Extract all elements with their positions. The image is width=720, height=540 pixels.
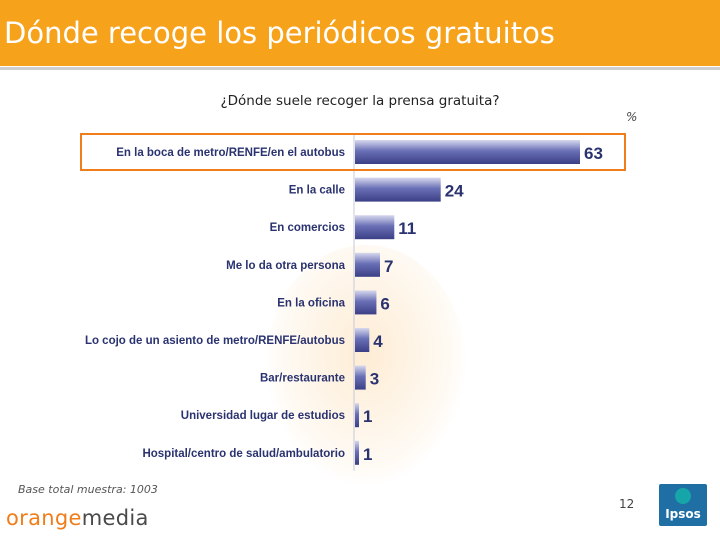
category-label: Lo cojo de un asiento de metro/RENFE/aut… [85, 335, 345, 347]
ipsos-mark-icon [675, 488, 691, 504]
value-label: 63 [584, 144, 603, 163]
page-title: Dónde recoge los periódicos gratuitos [4, 16, 555, 50]
bar [355, 403, 359, 428]
bar [355, 215, 395, 240]
value-label: 24 [445, 182, 464, 201]
base-sample-note: Base total muestra: 1003 [18, 483, 158, 496]
unit-label: % [626, 110, 638, 124]
logo-part-orange: orange [6, 506, 82, 530]
bar [355, 177, 441, 202]
value-label: 1 [363, 445, 372, 464]
bar [355, 290, 377, 315]
ipsos-logo-text: Ipsos [665, 507, 701, 521]
highlight-box [80, 133, 626, 171]
category-label: En la calle [289, 185, 345, 197]
value-label: 3 [370, 370, 379, 389]
value-label: 4 [373, 332, 383, 351]
category-label: Bar/restaurante [260, 373, 345, 385]
header-divider [0, 67, 720, 70]
header-band [0, 0, 720, 66]
category-label: En la boca de metro/RENFE/en el autobus [116, 147, 345, 159]
bar [355, 252, 380, 277]
category-label: Hospital/centro de salud/ambulatorio [142, 448, 345, 460]
bar [355, 365, 366, 390]
category-label: Me lo da otra persona [226, 260, 345, 272]
bar [355, 440, 359, 465]
category-label: En la oficina [277, 297, 345, 309]
orangemedia-logo: orangemedia [6, 506, 149, 530]
chart-question: ¿Dónde suele recoger la prensa gratuita? [220, 93, 500, 109]
value-label: 11 [398, 219, 416, 238]
category-label: En comercios [270, 222, 345, 234]
ipsos-logo: Ipsos [659, 484, 707, 526]
value-label: 7 [384, 257, 393, 276]
orange-fruit-watermark [266, 245, 466, 485]
page-number: 12 [619, 497, 635, 511]
logo-part-media: media [81, 506, 149, 530]
value-label: 6 [380, 294, 389, 313]
bar [355, 328, 370, 352]
value-label: 1 [363, 407, 372, 426]
bar [355, 140, 580, 164]
category-label: Universidad lugar de estudios [181, 410, 345, 422]
